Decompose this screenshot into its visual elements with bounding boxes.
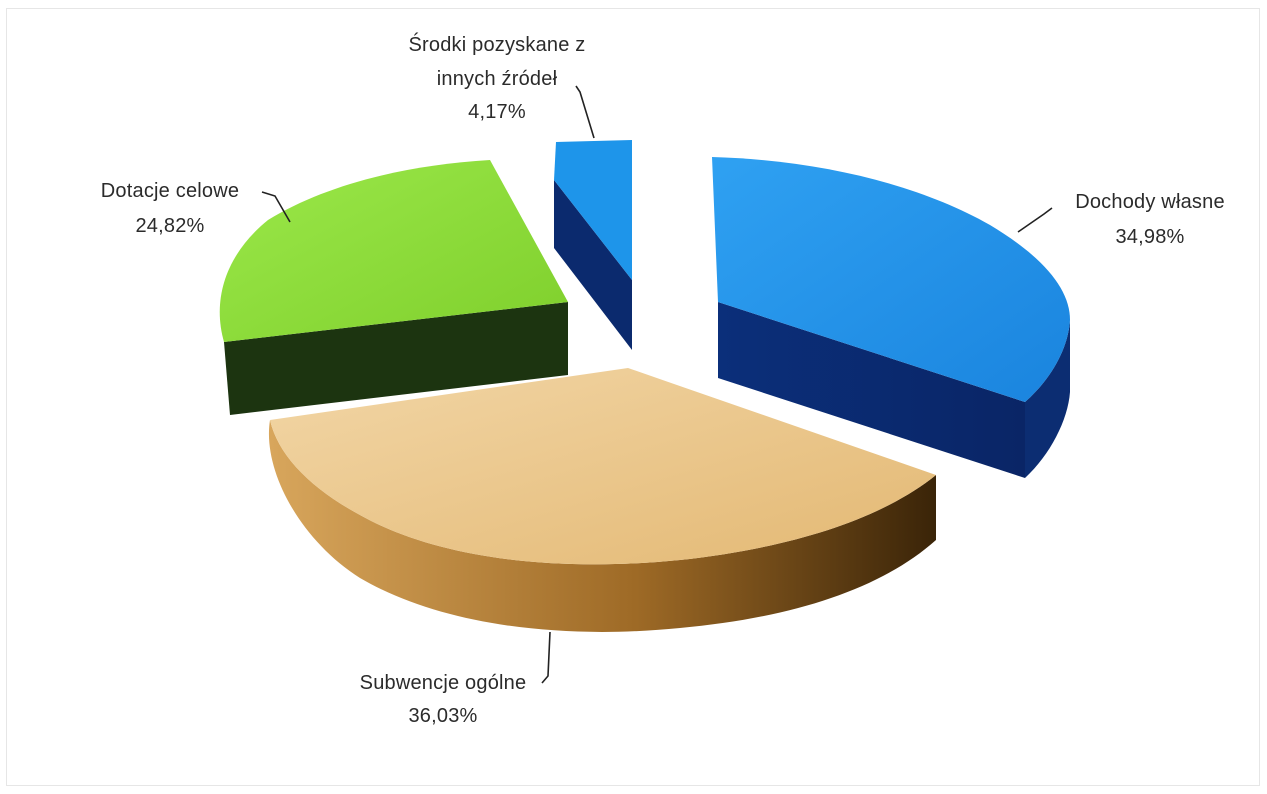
label-subwencje: Subwencje ogólne: [360, 672, 527, 694]
label-dochody: Dochody własne: [1075, 191, 1225, 213]
label-dochody-value: 34,98%: [1115, 226, 1184, 248]
label-srodki-line1: Środki pozyskane z: [408, 32, 585, 56]
slice-dotacje-celowe: [219, 160, 568, 415]
label-dotacje-value: 24,82%: [135, 215, 204, 237]
leader-lines: [261, 85, 1053, 684]
slice-subwencje-ogolne: [268, 368, 936, 632]
leader-dochody: [1017, 207, 1053, 233]
leader-srodki: [575, 85, 595, 139]
slice-srodki-top: [554, 140, 632, 280]
label-srodki-line2: innych źródeł: [437, 68, 558, 90]
leader-subwencje: [541, 631, 551, 684]
slice-srodki-side: [554, 180, 632, 350]
label-subwencje-value: 36,03%: [408, 705, 477, 727]
slice-srodki: [554, 140, 632, 350]
label-dotacje: Dotacje celowe: [101, 180, 239, 202]
slice-dochody-side: [718, 302, 1025, 478]
slice-dotacje-top: [219, 160, 568, 342]
slice-dochody-top: [712, 157, 1070, 402]
label-srodki-value: 4,17%: [468, 101, 526, 123]
leader-dotacje: [261, 191, 291, 223]
slice-dochody-rim: [1025, 320, 1070, 478]
slice-dotacje-side: [224, 302, 568, 415]
slice-dochody-wlasne: [712, 157, 1070, 478]
slice-subwencje-top: [270, 368, 936, 565]
slice-subwencje-side: [268, 420, 936, 632]
